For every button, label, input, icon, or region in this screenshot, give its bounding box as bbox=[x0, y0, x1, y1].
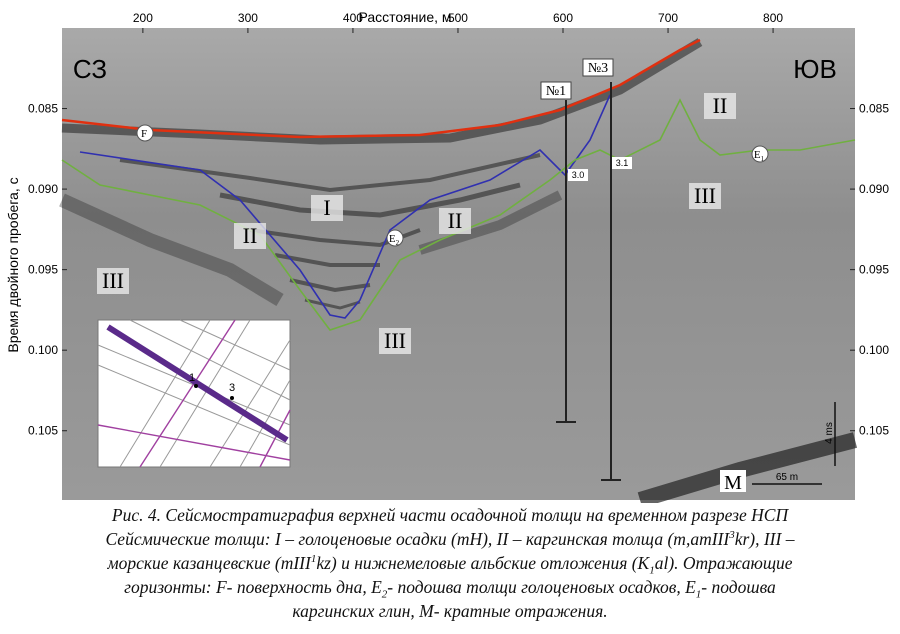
depth-box bbox=[568, 169, 588, 181]
y-tick-label: 0.100 bbox=[28, 343, 58, 357]
caption-text: al). Отражающие bbox=[654, 553, 793, 573]
caption: Рис. 4. Сейсмостратиграфия верхней части… bbox=[0, 503, 900, 623]
y-tick-label: 0.090 bbox=[859, 182, 889, 196]
unit-label-box bbox=[234, 223, 266, 249]
caption-text: 1 bbox=[310, 553, 317, 566]
caption-line: Рис. 4. Сейсмостратиграфия верхней части… bbox=[0, 503, 900, 527]
y-tick-label: 0.095 bbox=[28, 263, 58, 277]
caption-line: каргинских глин, M- кратные отражения. bbox=[0, 599, 900, 623]
y-axis-label: Время двойного пробега, с bbox=[5, 177, 21, 352]
horizon-sub: 1 bbox=[761, 155, 765, 163]
horizon-f bbox=[61, 38, 701, 139]
x-tick-label: 500 bbox=[448, 11, 468, 25]
y-tick-label: 0.085 bbox=[859, 102, 889, 116]
caption-text: kz) и нижнемеловые альбские отложения (K bbox=[316, 553, 650, 573]
scale-bars bbox=[752, 402, 836, 485]
inset-point-label: 1 bbox=[189, 372, 195, 384]
horizon-label: F bbox=[141, 128, 147, 140]
caption-line: Сейсмические толщи: I – голоценовые осад… bbox=[0, 527, 900, 551]
well-label-box bbox=[582, 58, 614, 77]
x-tick-label: 800 bbox=[763, 11, 783, 25]
horizon-marker bbox=[386, 229, 404, 247]
x-tick-label: 600 bbox=[553, 11, 573, 25]
horizon-name: E bbox=[754, 149, 761, 161]
inset-map bbox=[97, 319, 291, 468]
x-tick-label: 400 bbox=[343, 11, 363, 25]
horizon-name: E bbox=[389, 233, 396, 245]
unit-label: III bbox=[694, 183, 716, 208]
well-label-box bbox=[540, 81, 572, 100]
multiple-box bbox=[720, 470, 746, 492]
y-tick-label: 0.100 bbox=[859, 343, 889, 357]
caption-text: 3 bbox=[729, 529, 735, 542]
unit-label: III bbox=[102, 268, 124, 293]
depth-box bbox=[612, 157, 632, 169]
depth-label: 3.1 bbox=[616, 158, 629, 168]
horizon-label: E2 bbox=[389, 233, 400, 247]
x-tick-label: 700 bbox=[658, 11, 678, 25]
caption-text: 2 bbox=[381, 588, 388, 601]
caption-text: 1 bbox=[695, 588, 702, 601]
caption-text: Сейсмические толщи: I – голоценовые осад… bbox=[105, 529, 730, 549]
unit-label-box bbox=[704, 93, 736, 119]
well-label: №3 bbox=[588, 61, 608, 76]
caption-text: морские казанцевские (mIII bbox=[107, 553, 311, 573]
horizon-name: F bbox=[141, 128, 147, 140]
y-tick-label: 0.085 bbox=[28, 102, 58, 116]
unit-label: II bbox=[448, 208, 463, 233]
side-label: ЮВ bbox=[793, 54, 837, 84]
caption-text: - подошва bbox=[701, 577, 776, 597]
unit-label-box bbox=[97, 268, 129, 294]
y-tick-label: 0.105 bbox=[859, 424, 889, 438]
scale-x-label: 65 m bbox=[776, 472, 798, 483]
caption-text: kr), III – bbox=[734, 529, 795, 549]
horizon-marker bbox=[751, 145, 769, 163]
caption-text: - подошва толщи голоценовых осадков, E bbox=[387, 577, 696, 597]
x-tick-label: 200 bbox=[133, 11, 153, 25]
unit-label: II bbox=[243, 223, 258, 248]
caption-text: 1 bbox=[649, 564, 655, 577]
unit-label-box bbox=[439, 208, 471, 234]
depth-label: 3.0 bbox=[572, 170, 585, 180]
horizon-label: E1 bbox=[754, 149, 765, 163]
side-label: СЗ bbox=[73, 54, 107, 84]
well-label: №1 bbox=[546, 84, 566, 99]
horizon-marker bbox=[136, 124, 154, 142]
unit-label: II bbox=[713, 93, 728, 118]
caption-line: горизонты: F- поверхность дна, E2- подош… bbox=[0, 575, 900, 601]
scale-y-label: 4 ms bbox=[824, 422, 835, 444]
caption-text: горизонты: F- поверхность дна, E bbox=[124, 577, 382, 597]
caption-text: каргинских глин, M- кратные отражения. bbox=[292, 601, 608, 621]
unit-label: I bbox=[323, 195, 330, 220]
horizon-sub: 2 bbox=[396, 239, 400, 247]
unit-label-box bbox=[379, 328, 411, 354]
x-tick-label: 300 bbox=[238, 11, 258, 25]
inset-point-label: 3 bbox=[229, 382, 235, 394]
caption-line: морские казанцевские (mIII1kz) и нижнеме… bbox=[0, 551, 900, 577]
y-tick-label: 0.105 bbox=[28, 424, 58, 438]
horizon-e1 bbox=[61, 98, 856, 331]
caption-text: Рис. 4. Сейсмостратиграфия верхней части… bbox=[111, 505, 789, 525]
y-tick-label: 0.095 bbox=[859, 263, 889, 277]
unit-label-box bbox=[689, 183, 721, 209]
x-axis-label: Расстояние, м bbox=[358, 9, 451, 25]
unit-label-box bbox=[311, 195, 343, 221]
unit-label: III bbox=[384, 328, 406, 353]
y-tick-label: 0.090 bbox=[28, 182, 58, 196]
wells bbox=[556, 82, 621, 481]
multiple-label: M bbox=[724, 472, 742, 494]
